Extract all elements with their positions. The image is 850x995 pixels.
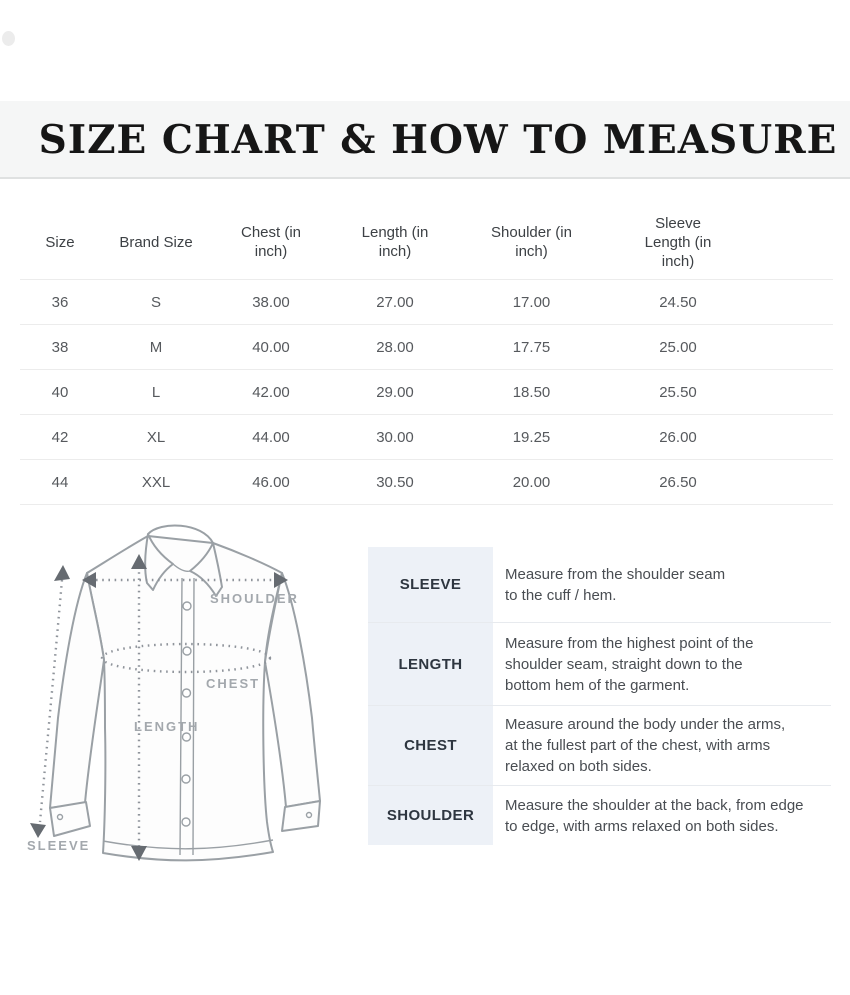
cell-spacer — [753, 459, 833, 505]
measure-guide-row: CHEST Measure around the body under the … — [368, 705, 831, 785]
column-header-chest: Chest (in inch) — [240, 224, 302, 260]
cell-brand-size: M — [100, 324, 212, 370]
measure-guide-label: LENGTH — [368, 623, 493, 705]
cell-size: 36 — [20, 279, 100, 325]
size-table-header-row: Size Brand Size Chest (in inch) Length (… — [20, 205, 833, 280]
column-header-spacer — [753, 205, 833, 280]
cell-sleeve-length: 25.00 — [603, 324, 753, 370]
cell-shoulder: 18.50 — [460, 369, 603, 415]
table-row: 36 S 38.00 27.00 17.00 24.50 — [20, 279, 833, 325]
measure-guide-description: Measure from the shoulder seam to the cu… — [505, 565, 726, 604]
table-row: 44 XXL 46.00 30.50 20.00 26.50 — [20, 459, 833, 505]
cell-size: 44 — [20, 459, 100, 505]
measurement-dotted-lines — [38, 566, 272, 848]
diagram-label-chest: CHEST — [206, 676, 261, 691]
measure-guide-description: Measure around the body under the arms, … — [505, 716, 786, 775]
measure-guide-label: CHEST — [368, 706, 493, 785]
measure-guide-row: LENGTH Measure from the highest point of… — [368, 622, 831, 705]
cell-chest: 42.00 — [212, 369, 330, 415]
measure-guide-label: SHOULDER — [368, 786, 493, 845]
cell-chest: 44.00 — [212, 414, 330, 460]
image-artifact-mark — [2, 31, 15, 46]
cell-length: 27.00 — [330, 279, 460, 325]
shirt-diagram: SHOULDER CHEST LENGTH SLEEVE — [10, 520, 370, 900]
cell-shoulder: 17.00 — [460, 279, 603, 325]
shirt-illustration — [30, 524, 321, 862]
cell-size: 38 — [20, 324, 100, 370]
measure-guide-description: Measure from the highest point of the sh… — [505, 634, 754, 694]
shirt-outline — [49, 535, 321, 862]
cell-shoulder: 17.75 — [460, 324, 603, 370]
cell-spacer — [753, 279, 833, 325]
cell-sleeve-length: 26.50 — [603, 459, 753, 505]
measure-guide-row: SHOULDER Measure the shoulder at the bac… — [368, 785, 831, 845]
cell-size: 40 — [20, 369, 100, 415]
cell-spacer — [753, 324, 833, 370]
cell-chest: 40.00 — [212, 324, 330, 370]
column-header-brand-size: Brand Size — [119, 233, 193, 251]
cell-brand-size: XL — [100, 414, 212, 460]
measure-guide-row: SLEEVE Measure from the shoulder seam to… — [368, 547, 831, 622]
measure-guide-table: SLEEVE Measure from the shoulder seam to… — [368, 547, 831, 845]
shirt-details — [102, 577, 274, 856]
title-band — [0, 101, 850, 179]
chest-measure-ellipse — [100, 642, 272, 674]
cell-length: 30.00 — [330, 414, 460, 460]
measure-guide-description: Measure the shoulder at the back, from e… — [505, 796, 804, 835]
cell-sleeve-length: 24.50 — [603, 279, 753, 325]
shirt-collar — [144, 524, 223, 597]
diagram-label-sleeve: SLEEVE — [27, 838, 91, 853]
column-header-shoulder: Shoulder (in inch) — [491, 224, 572, 260]
cell-length: 30.50 — [330, 459, 460, 505]
cell-length: 29.00 — [330, 369, 460, 415]
diagram-label-length: LENGTH — [134, 719, 200, 734]
cell-chest: 38.00 — [212, 279, 330, 325]
size-chart-table: Size Brand Size Chest (in inch) Length (… — [20, 205, 833, 505]
page-title: SIZE CHART & HOW TO MEASURE — [38, 117, 838, 163]
diagram-label-shoulder: SHOULDER — [210, 591, 299, 606]
column-header-sleeve-length: Sleeve Length (in inch) — [644, 214, 712, 270]
table-row: 42 XL 44.00 30.00 19.25 26.00 — [20, 414, 833, 460]
cell-sleeve-length: 25.50 — [603, 369, 753, 415]
column-header-length: Length (in inch) — [361, 224, 429, 260]
cell-brand-size: L — [100, 369, 212, 415]
cell-shoulder: 19.25 — [460, 414, 603, 460]
cell-chest: 46.00 — [212, 459, 330, 505]
cell-brand-size: S — [100, 279, 212, 325]
cell-length: 28.00 — [330, 324, 460, 370]
table-row: 38 M 40.00 28.00 17.75 25.00 — [20, 324, 833, 370]
cell-spacer — [753, 414, 833, 460]
cell-sleeve-length: 26.00 — [603, 414, 753, 460]
measurement-arrowheads — [30, 554, 288, 861]
column-header-size: Size — [45, 233, 75, 251]
cell-size: 42 — [20, 414, 100, 460]
cell-spacer — [753, 369, 833, 415]
cell-shoulder: 20.00 — [460, 459, 603, 505]
cell-brand-size: XXL — [100, 459, 212, 505]
measure-guide-label: SLEEVE — [368, 547, 493, 622]
table-row: 40 L 42.00 29.00 18.50 25.50 — [20, 369, 833, 415]
shirt-buttons — [56, 601, 313, 827]
